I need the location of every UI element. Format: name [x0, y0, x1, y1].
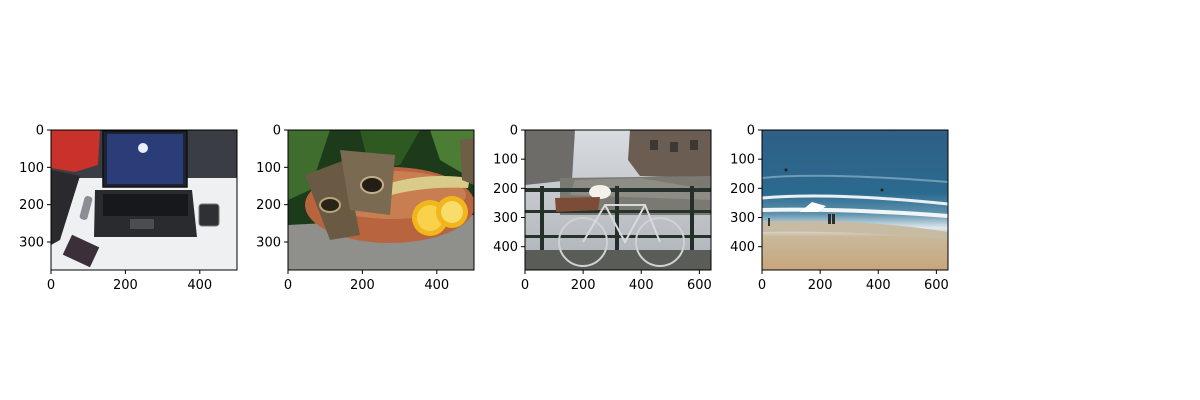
x-tick-label: 200: [808, 278, 833, 293]
y-tick-label: 400: [493, 240, 518, 255]
y-tick-label: 0: [747, 124, 755, 139]
y-tick-label: 100: [256, 161, 281, 176]
y-tick-label: 0: [36, 124, 44, 139]
y-tick-label: 100: [730, 153, 755, 168]
axes-frame-2: [287, 129, 475, 271]
axes-frame-4: [761, 129, 949, 271]
axes-frame-3: [524, 129, 712, 271]
x-tick-label: 400: [187, 278, 212, 293]
panel-butterflies-image: [288, 130, 474, 270]
panel-canal-bicycle-image: [525, 130, 711, 270]
y-tick-label: 300: [19, 236, 44, 251]
axes-frame-1: [50, 129, 238, 271]
y-tick-label: 300: [730, 211, 755, 226]
y-tick-label: 200: [19, 198, 44, 213]
x-tick-label: 600: [924, 278, 949, 293]
y-tick-label: 100: [493, 153, 518, 168]
axis-ticks: 0 200 400 0 100 200 300 0 200 400 0 100 200 300 0 200 40…: [19, 124, 949, 294]
x-tick-label: 0: [284, 278, 292, 293]
y-tick-label: 200: [730, 182, 755, 197]
x-tick-label: 200: [571, 278, 596, 293]
y-tick-label: 300: [256, 236, 281, 251]
x-tick-label: 200: [350, 278, 375, 293]
x-tick-label: 600: [687, 278, 712, 293]
y-tick-label: 200: [256, 198, 281, 213]
x-tick-label: 0: [521, 278, 529, 293]
y-tick-label: 0: [510, 124, 518, 139]
x-tick-label: 200: [113, 278, 138, 293]
x-tick-label: 0: [47, 278, 55, 293]
x-tick-label: 400: [424, 278, 449, 293]
x-tick-label: 400: [629, 278, 654, 293]
y-tick-label: 200: [493, 182, 518, 197]
y-tick-label: 0: [273, 124, 281, 139]
x-tick-label: 400: [866, 278, 891, 293]
panel-beach-image: [762, 130, 948, 270]
x-tick-label: 0: [758, 278, 766, 293]
y-tick-label: 300: [493, 211, 518, 226]
y-tick-label: 400: [730, 240, 755, 255]
y-tick-label: 100: [19, 161, 44, 176]
panel-laptop-image: [51, 130, 237, 270]
